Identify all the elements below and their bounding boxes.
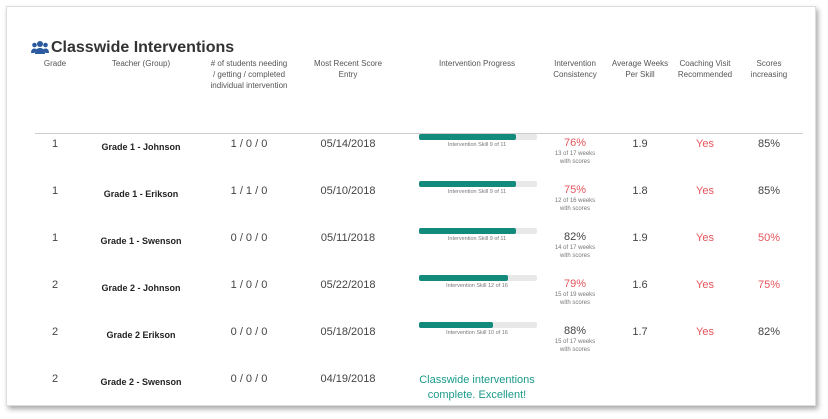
date: 05/10/2018 xyxy=(320,185,376,197)
students: 0 / 0 / 0 xyxy=(230,326,268,338)
date: 05/11/2018 xyxy=(320,232,376,244)
progress-bar xyxy=(419,275,508,281)
scores: 82% xyxy=(757,326,781,338)
teacher: Grade 1 - Erikson xyxy=(103,189,179,199)
teacher: Grade 1 - Swenson xyxy=(100,236,182,246)
average-weeks: 1.7 xyxy=(632,326,648,338)
progress-bar xyxy=(419,181,516,187)
date: 04/19/2018 xyxy=(320,373,376,385)
progress-label: Intervention Skill 9 of 11 xyxy=(447,189,507,195)
grade: 1 xyxy=(51,138,59,150)
teacher: Grade 2 Erikson xyxy=(106,330,176,340)
average-weeks: 1.9 xyxy=(632,232,648,244)
consistency-note: 12 of 16 weeks with scores xyxy=(554,198,596,212)
grade: 1 xyxy=(51,185,59,197)
progress-bar xyxy=(419,322,493,328)
title: Classwide Interventions xyxy=(51,39,235,56)
column-header: Most Recent Score Entry xyxy=(313,59,383,79)
consistency: 75% xyxy=(563,184,587,196)
coaching: Yes xyxy=(696,279,714,291)
panel: Classwide Interventions Grade Teacher (Gr… xyxy=(6,6,816,406)
progress-bar xyxy=(419,134,516,140)
progress-label: Intervention Skill 9 of 11 xyxy=(447,236,507,242)
date: 05/14/2018 xyxy=(320,138,376,150)
date: 05/18/2018 xyxy=(320,326,376,338)
divider xyxy=(35,133,803,134)
scores: 75% xyxy=(757,279,781,291)
scores: 50% xyxy=(757,232,781,244)
column-header: Coaching Visit Recommended xyxy=(677,59,733,79)
average-weeks: 1.6 xyxy=(632,279,648,291)
teacher: Grade 1 - Johnson xyxy=(101,142,181,152)
complete-message: Classwide interventions complete. Excell… xyxy=(419,374,535,401)
column-header: Teacher (Group) xyxy=(111,59,171,68)
students: 1 / 0 / 0 xyxy=(230,138,268,150)
scores: 85% xyxy=(757,138,781,150)
consistency: 76% xyxy=(563,137,587,149)
coaching: Yes xyxy=(696,326,714,338)
consistency-note: 15 of 17 weeks with scores xyxy=(554,339,596,353)
scores: 85% xyxy=(757,185,781,197)
students: 0 / 0 / 0 xyxy=(230,232,268,244)
column-header: # of students needing / getting / comple… xyxy=(210,59,288,90)
column-header: Average Weeks Per Skill xyxy=(611,59,669,79)
column-header: Intervention Consistency xyxy=(553,59,597,79)
grade: 2 xyxy=(51,326,59,338)
consistency: 79% xyxy=(563,278,587,290)
date: 05/22/2018 xyxy=(320,279,376,291)
column-header: Grade xyxy=(43,59,67,68)
teacher: Grade 2 - Johnson xyxy=(101,283,181,293)
students: 0 / 0 / 0 xyxy=(230,373,268,385)
progress-bar xyxy=(419,228,516,234)
progress-label: Intervention Skill 12 of 16 xyxy=(446,283,508,289)
students: 1 / 1 / 0 xyxy=(230,185,268,197)
column-header: Scores increasing xyxy=(750,59,788,79)
progress-label: Intervention Skill 9 of 11 xyxy=(447,142,507,148)
consistency: 88% xyxy=(563,325,587,337)
column-header: Intervention Progress xyxy=(438,59,516,68)
grade: 2 xyxy=(51,279,59,291)
group-icon xyxy=(31,41,49,54)
consistency-note: 15 of 19 weeks with scores xyxy=(554,292,596,306)
coaching: Yes xyxy=(696,232,714,244)
consistency: 82% xyxy=(563,231,587,243)
teacher: Grade 2 - Swenson xyxy=(100,377,182,387)
grade: 1 xyxy=(51,232,59,244)
progress-label: Intervention Skill 10 of 16 xyxy=(446,330,508,336)
students: 1 / 0 / 0 xyxy=(230,279,268,291)
consistency-note: 14 of 17 weeks with scores xyxy=(554,245,596,259)
coaching: Yes xyxy=(696,185,714,197)
average-weeks: 1.9 xyxy=(632,138,648,150)
coaching: Yes xyxy=(696,138,714,150)
average-weeks: 1.8 xyxy=(632,185,648,197)
grade: 2 xyxy=(51,373,59,385)
consistency-note: 13 of 17 weeks with scores xyxy=(554,151,596,165)
